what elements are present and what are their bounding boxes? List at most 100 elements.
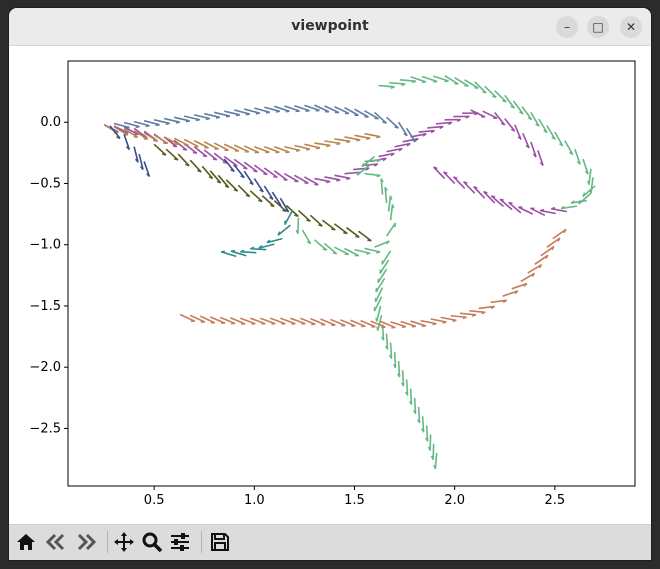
quiver-arrow-head <box>224 185 229 189</box>
quiver-arrow-head <box>315 147 321 150</box>
quiver-arrow-head <box>389 195 393 200</box>
quiver-arrow <box>324 176 341 181</box>
quiver-arrow <box>361 155 376 168</box>
quiver-arrow-head <box>277 202 282 207</box>
figure-canvas[interactable]: 0.5 1.0 1.5 2.0 2.5 0.0 −0.5 −1.0 −1.5 −2.0 −2.5 <box>9 46 651 524</box>
quiver-arrow <box>334 246 350 256</box>
quiver-arrow <box>421 75 438 83</box>
quiver-arrow <box>410 320 427 327</box>
quiver-arrow-head <box>192 151 197 155</box>
quiver-arrow-head <box>233 189 238 192</box>
back-icon[interactable] <box>43 529 69 555</box>
quiver-arrow-head <box>499 198 505 201</box>
quiver-arrow-head <box>116 136 121 140</box>
quiver-arrow-head <box>394 126 399 129</box>
quiver-arrow <box>350 319 366 328</box>
quiver-arrow <box>354 134 371 140</box>
quiver-arrow <box>386 116 399 129</box>
home-icon[interactable] <box>13 529 39 555</box>
quiver-arrow <box>537 150 544 166</box>
quiver-arrow-head <box>430 455 434 461</box>
quiver-arrow-head <box>255 112 260 115</box>
quiver-arrow-head <box>215 116 220 119</box>
quiver-arrow <box>234 109 250 115</box>
quiver-arrow <box>250 317 266 325</box>
quiver-arrow <box>294 144 311 150</box>
quiver-arrow <box>301 229 312 245</box>
quiver-arrow <box>380 178 384 195</box>
close-button[interactable]: ✕ <box>620 16 642 38</box>
quiver-arrow <box>494 111 506 126</box>
quiver-arrow <box>385 222 397 237</box>
quiver-arrow-head <box>551 246 555 251</box>
quiver-arrow <box>582 185 596 198</box>
quiver-arrow <box>323 242 338 255</box>
forward-icon[interactable] <box>73 529 99 555</box>
quiver-arrow-head <box>483 190 488 194</box>
quiver-arrow-head <box>295 110 300 113</box>
quiver-arrow <box>409 388 413 405</box>
quiver-arrow <box>263 185 274 200</box>
quiver-arrow <box>560 205 578 210</box>
zoom-icon[interactable] <box>139 529 165 555</box>
quiver-arrow-head <box>346 140 351 144</box>
quiver-arrow-head <box>409 400 413 405</box>
quiver-arrow-head <box>216 180 221 184</box>
toolbar-separator <box>107 531 108 553</box>
configure-subplots-icon[interactable] <box>167 529 193 555</box>
quiver-arrow-head <box>421 81 426 84</box>
quiver-arrow <box>490 195 504 207</box>
quiver-arrow <box>284 105 300 112</box>
quiver-arrow <box>552 228 567 240</box>
quiver-arrow <box>430 318 447 323</box>
quiver-arrow <box>504 94 515 109</box>
quiver-arrow <box>386 147 403 153</box>
quiver-arrow <box>284 145 301 152</box>
quiver-arrow <box>279 197 290 213</box>
quiver-arrow <box>427 125 444 129</box>
quiver-arrow-head <box>569 151 574 156</box>
quiver-arrow-head <box>265 111 270 114</box>
quiver-arrow <box>432 166 446 180</box>
quiver-arrow <box>201 165 214 179</box>
quiver-arrow <box>397 361 401 378</box>
quiver-arrow-head <box>532 153 537 158</box>
quiver-arrow-head <box>282 209 287 213</box>
quiver-arrow-head <box>448 121 453 126</box>
quiver-arrow <box>233 164 245 179</box>
quiver-arrow <box>313 239 328 251</box>
navigation-toolbar <box>9 524 651 560</box>
quiver-arrow-head <box>266 239 271 244</box>
quiver-arrow-head <box>145 125 150 128</box>
quiver-arrow <box>346 226 360 238</box>
quiver-arrow-head <box>392 364 397 369</box>
quiver-arrow <box>243 145 260 154</box>
quiver-arrow <box>374 240 390 248</box>
quiver-arrow <box>504 118 516 132</box>
title-bar: viewpoint – □ ✕ <box>9 8 651 46</box>
quiver-arrow-head <box>269 196 274 201</box>
quiver-arrow <box>270 317 286 325</box>
quiver-arrow <box>240 251 257 254</box>
quiver-arrow-head <box>185 120 190 123</box>
quiver-arrow <box>527 264 542 274</box>
quiver-arrow-head <box>439 125 444 130</box>
quiver-arrow-head <box>444 80 449 83</box>
quiver-arrow <box>277 224 291 236</box>
minimize-button[interactable]: – <box>556 16 578 38</box>
quiver-arrow-head <box>295 149 301 152</box>
quiver-arrow-head <box>305 148 311 151</box>
quiver-arrow-head <box>465 115 470 119</box>
quiver-arrow <box>443 171 456 185</box>
maximize-button[interactable]: □ <box>587 16 609 38</box>
save-icon[interactable] <box>207 529 233 555</box>
quiver-arrow <box>530 207 546 217</box>
quiver-arrow <box>250 247 267 251</box>
quiver-arrow-head <box>366 137 371 141</box>
quiver-arrow <box>109 125 121 139</box>
quiver-arrow <box>309 214 323 227</box>
quiver-arrow <box>450 314 467 319</box>
pan-icon[interactable] <box>111 529 137 555</box>
quiver-arrow-head <box>525 144 530 149</box>
quiver-arrow-head <box>545 254 549 259</box>
